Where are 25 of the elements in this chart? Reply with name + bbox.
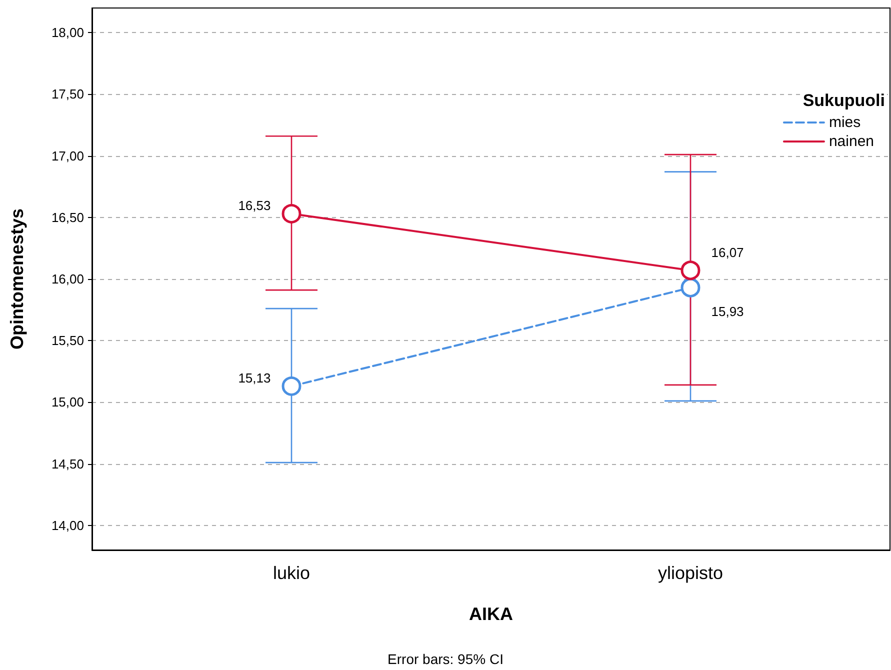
y-tick-label: 14,50 — [51, 456, 84, 472]
data-label: 15,93 — [711, 304, 744, 320]
y-tick-label: 15,00 — [51, 394, 84, 410]
text: Error bars: 95% CI — [388, 651, 504, 667]
x-axis-title: AIKA — [469, 604, 513, 624]
y-tick-label: 17,50 — [51, 86, 84, 102]
y-tick-label: 16,50 — [51, 210, 84, 225]
y-tick-label: 15,50 — [51, 333, 84, 348]
x-tick-label: lukio — [272, 563, 310, 583]
point — [282, 204, 302, 224]
y-tick-label: 16,00 — [51, 272, 84, 286]
y-axis-title: Opintomenestys — [7, 208, 27, 350]
point — [680, 278, 700, 298]
data-label: 16,07 — [711, 244, 744, 260]
data-label: 15,13 — [238, 370, 271, 386]
data-label: 16,53 — [238, 198, 271, 214]
x-tick-label: yliopisto — [658, 563, 724, 583]
legend-label: nainen — [828, 133, 874, 150]
point — [282, 376, 302, 396]
y-tick-label: 18,00 — [51, 25, 84, 40]
legend-label: mies — [828, 114, 861, 131]
legend-title: Sukupuoli — [802, 91, 886, 110]
y-tick-label: 14,00 — [51, 518, 84, 533]
y-tick-label: 17,00 — [51, 148, 84, 164]
point — [680, 260, 700, 280]
